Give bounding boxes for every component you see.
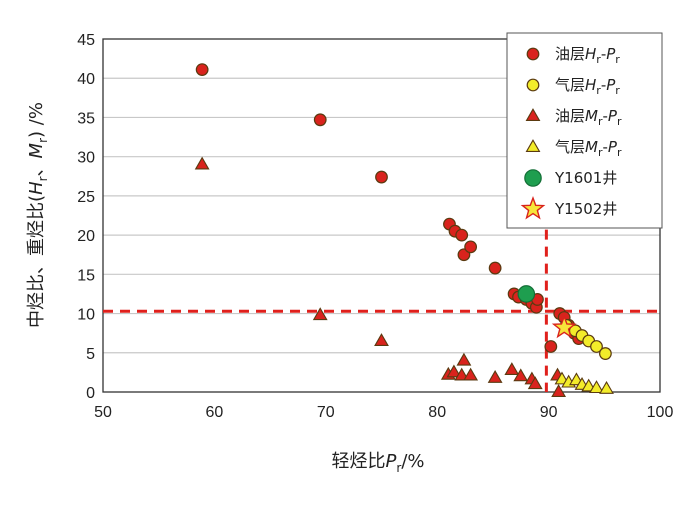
data-point	[194, 156, 210, 170]
legend-marker	[525, 139, 541, 152]
x-tick-label: 70	[317, 404, 335, 421]
legend-label: Y1502井	[554, 200, 617, 218]
legend-label: Y1601井	[554, 169, 617, 187]
data-point	[590, 340, 603, 353]
legend-label: 油层Hr-Pr	[555, 45, 620, 66]
data-point	[517, 285, 536, 303]
legend-item: Y1502井	[520, 195, 617, 220]
y-tick-label: 25	[77, 189, 95, 206]
data-point	[551, 384, 567, 397]
data-point	[455, 228, 469, 242]
y-tick-label: 0	[86, 385, 95, 402]
series-star	[551, 314, 577, 339]
x-tick-label: 60	[206, 404, 224, 421]
data-point	[504, 362, 520, 376]
legend-item: 气层Mr-Pr	[525, 138, 622, 159]
data-point	[589, 380, 604, 394]
x-tick-label: 90	[540, 404, 558, 421]
legend-box	[506, 32, 663, 229]
legend-marker	[525, 108, 541, 121]
x-axis-title: 轻烃比Pr/%	[332, 451, 425, 475]
data-marks	[194, 63, 614, 397]
data-point	[551, 314, 577, 339]
data-point	[463, 367, 479, 381]
legend-item: 油层Mr-Pr	[525, 107, 622, 128]
data-point	[599, 347, 612, 360]
data-point	[313, 113, 327, 127]
data-point	[312, 307, 328, 321]
series-triangle	[554, 371, 614, 394]
y-tick-label: 30	[77, 150, 95, 167]
legend-marker	[520, 195, 546, 220]
data-point	[513, 368, 529, 382]
x-tick-labels: 50 60 70 80 90 100	[94, 404, 673, 421]
y-tick-label: 35	[77, 110, 95, 127]
data-point	[446, 364, 462, 378]
data-point	[374, 333, 389, 346]
legend-item: Y1601井	[524, 169, 617, 187]
y-tick-label: 45	[77, 32, 95, 49]
data-point	[544, 340, 558, 353]
legend-marker	[526, 78, 540, 92]
y-tick-label: 10	[77, 307, 95, 324]
legend-marker	[526, 47, 540, 61]
data-point	[195, 63, 209, 76]
gridlines	[103, 77, 660, 354]
y-tick-label: 5	[86, 346, 95, 363]
y-axis-title: 中烃比、重烃比(Hr、Mr) /%	[26, 102, 50, 328]
legend-label: 气层Mr-Pr	[555, 138, 622, 159]
data-point	[488, 261, 502, 275]
y-tick-label: 20	[77, 228, 95, 245]
x-tick-label: 100	[647, 404, 674, 421]
data-point	[599, 380, 614, 394]
legend-item: 气层Hr-Pr	[526, 76, 620, 97]
y-tick-label: 40	[77, 71, 95, 88]
series-bigcircle	[517, 285, 536, 303]
legend-item: 油层Hr-Pr	[526, 45, 620, 66]
y-tick-labels: 0 5 10 15 20 25 30 35 40 45	[77, 32, 95, 402]
y-tick-label: 15	[77, 267, 95, 284]
data-point	[487, 369, 503, 383]
x-tick-label: 50	[94, 404, 112, 421]
data-point	[454, 367, 470, 381]
legend-label: 油层Mr-Pr	[555, 107, 622, 128]
x-tick-label: 80	[428, 404, 446, 421]
data-point	[456, 352, 472, 366]
data-point	[527, 376, 543, 390]
data-point	[464, 240, 478, 254]
legend: 油层Hr-Pr 气层Hr-Pr 油层Mr-Pr 气层Mr-Pr Y1601井 Y1502井	[506, 32, 663, 229]
legend-marker	[524, 169, 542, 187]
legend-label: 气层Hr-Pr	[555, 76, 620, 97]
data-point	[375, 170, 388, 184]
